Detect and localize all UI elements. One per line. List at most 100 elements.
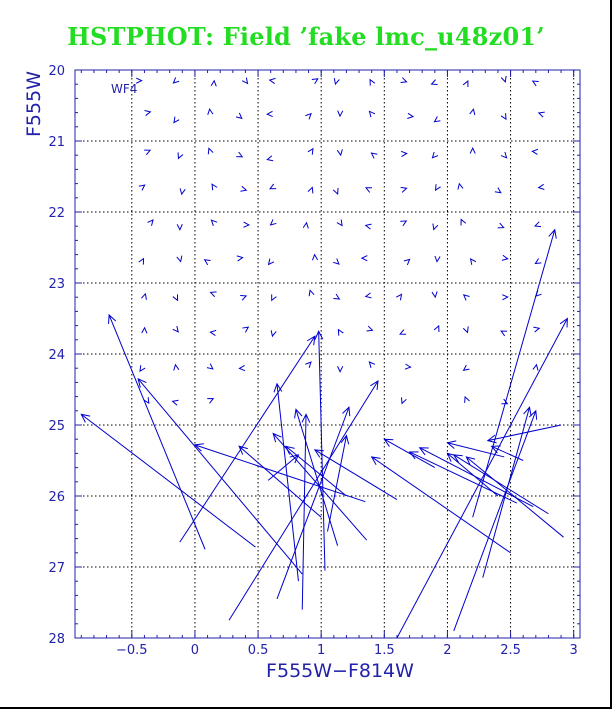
grid-marker-chevron bbox=[241, 77, 249, 85]
data-arrow bbox=[228, 380, 379, 621]
grid-marker bbox=[207, 147, 214, 155]
grid-marker-chevron bbox=[240, 294, 248, 301]
data-arrow-shaft bbox=[314, 449, 398, 500]
data-arrow-head bbox=[486, 434, 497, 444]
grid-marker-chevron bbox=[400, 397, 407, 405]
grid-marker bbox=[431, 151, 439, 159]
grid-marker-chevron bbox=[177, 152, 184, 160]
grid-marker-chevron bbox=[236, 151, 244, 158]
data-arrow-head bbox=[306, 335, 316, 346]
grid-marker bbox=[238, 365, 246, 372]
grid-marker-chevron bbox=[267, 258, 275, 266]
grid-marker-chevron bbox=[400, 220, 408, 227]
data-arrow bbox=[276, 406, 351, 600]
y-tick-label: 27 bbox=[48, 561, 65, 576]
grid-marker bbox=[308, 289, 315, 297]
grid-marker-chevron bbox=[235, 112, 243, 120]
grid-marker-chevron bbox=[311, 253, 319, 261]
grid-marker bbox=[533, 326, 541, 333]
x-tick-label: 0 bbox=[191, 643, 199, 658]
grid-marker bbox=[241, 77, 249, 85]
tick-labels: −0.5 0 0.5 1 1.5 2 2.5 3 20 21 22 23 24 25 26 27 28 bbox=[48, 64, 577, 658]
grid-marker-chevron bbox=[172, 77, 180, 84]
data-arrow-head bbox=[548, 228, 557, 239]
data-arrow-shaft bbox=[194, 444, 366, 503]
data-arrow-shaft bbox=[179, 335, 316, 543]
grid-marker-chevron bbox=[537, 183, 545, 190]
grid-marker bbox=[462, 294, 470, 301]
data-arrow-shaft bbox=[453, 410, 537, 632]
data-arrow-head bbox=[294, 408, 303, 419]
grid-markers bbox=[136, 75, 545, 406]
grid-marker-chevron bbox=[203, 259, 211, 266]
data-arrow-shaft bbox=[327, 435, 347, 532]
grid-marker-chevron bbox=[369, 78, 376, 86]
grid-marker bbox=[209, 291, 217, 298]
data-arrow-shaft bbox=[81, 413, 256, 548]
grid-marker bbox=[534, 258, 542, 265]
grid-marker bbox=[144, 149, 152, 156]
data-arrow-head bbox=[108, 313, 117, 324]
chart-title: HSTPHOT: Field ’fake lmc_u48z01’ bbox=[67, 22, 545, 51]
grid-marker bbox=[267, 258, 275, 266]
data-arrow-shaft bbox=[285, 445, 347, 497]
grid-marker bbox=[206, 363, 214, 370]
grid-marker bbox=[211, 183, 218, 191]
grid-marker bbox=[143, 397, 150, 405]
data-arrow bbox=[490, 445, 524, 461]
grid-marker-chevron bbox=[462, 364, 470, 371]
grid-marker bbox=[210, 79, 217, 87]
data-arrow bbox=[108, 313, 206, 550]
data-arrow-shaft bbox=[137, 378, 303, 575]
grid-marker bbox=[430, 79, 438, 85]
grid-marker-chevron bbox=[469, 147, 476, 154]
data-arrow bbox=[267, 454, 300, 481]
grid-marker bbox=[462, 326, 469, 334]
grid-marker-chevron bbox=[136, 77, 143, 84]
grid-marker-chevron bbox=[176, 224, 183, 231]
grid-marker-chevron bbox=[307, 186, 314, 194]
grid-marker bbox=[501, 254, 509, 261]
data-arrow-head bbox=[370, 380, 379, 390]
x-tick-label: 1.5 bbox=[374, 643, 395, 658]
grid-marker-chevron bbox=[138, 184, 146, 191]
grid-marker bbox=[537, 111, 545, 118]
grid-marker bbox=[400, 77, 408, 83]
data-arrow-shaft bbox=[447, 442, 505, 458]
grid-marker bbox=[431, 291, 438, 299]
grid-marker-chevron bbox=[500, 113, 507, 121]
grid-marker bbox=[400, 397, 407, 405]
grid-marker-chevron bbox=[432, 223, 439, 231]
data-arrow-head bbox=[370, 456, 381, 466]
grid-marker bbox=[271, 294, 277, 302]
grid-marker bbox=[532, 363, 539, 371]
grid-marker bbox=[302, 221, 309, 229]
grid-marker bbox=[460, 218, 467, 226]
grid-marker bbox=[533, 221, 542, 228]
data-arrow-shaft bbox=[472, 229, 556, 518]
grid-marker-chevron bbox=[269, 219, 277, 226]
grid-marker bbox=[399, 329, 407, 335]
grid-marker-chevron bbox=[141, 326, 148, 334]
grid-marker-chevron bbox=[337, 110, 344, 118]
grid-marker bbox=[368, 361, 376, 368]
grid-marker bbox=[173, 116, 180, 124]
grid-marker-chevron bbox=[172, 325, 179, 333]
grid-marker-chevron bbox=[337, 366, 344, 373]
grid-marker bbox=[141, 292, 147, 300]
grid-marker-chevron bbox=[138, 257, 145, 265]
grid-marker bbox=[364, 223, 372, 230]
grid-marker bbox=[336, 149, 343, 157]
grid-marker-chevron bbox=[368, 110, 376, 118]
data-arrow-head bbox=[340, 434, 350, 445]
grid-marker-chevron bbox=[404, 363, 412, 370]
y-tick-label: 21 bbox=[48, 135, 65, 150]
data-arrow bbox=[294, 408, 339, 546]
grid-marker-chevron bbox=[242, 326, 250, 333]
grid-marker bbox=[457, 182, 464, 190]
grid-marker-chevron bbox=[537, 111, 545, 118]
grid-marker-chevron bbox=[308, 289, 315, 297]
grid-marker bbox=[494, 187, 502, 194]
data-arrow bbox=[273, 382, 299, 582]
